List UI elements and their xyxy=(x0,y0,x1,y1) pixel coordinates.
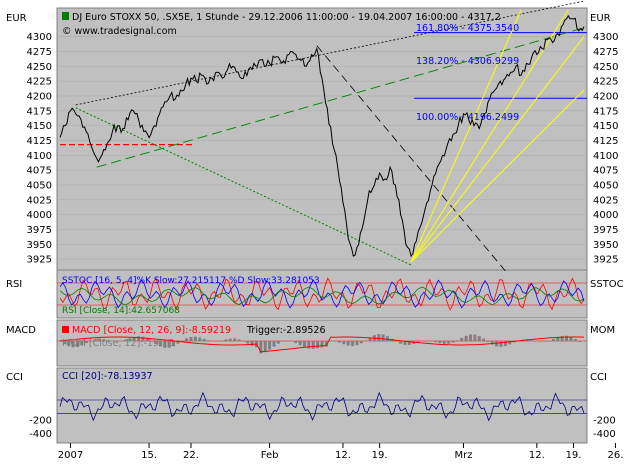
xtick-label: Mrz xyxy=(454,450,472,461)
macd-line xyxy=(59,336,585,353)
unit-right: EUR xyxy=(590,13,611,24)
ytick-right: 4000 xyxy=(593,210,618,221)
chart-title: DJ Euro STOXX 50, .SX5E, 1 Stunde - 29.1… xyxy=(72,12,501,23)
xtick-label: 12. xyxy=(335,450,351,461)
cci-ytick-right: -200 xyxy=(593,416,616,427)
ytick-left: 3925 xyxy=(27,255,52,266)
ytick-right: 4075 xyxy=(593,166,618,177)
sstoc-legend: SSTOC [16, 5, 4]%K Slow:27.215117 %D Slo… xyxy=(62,276,320,286)
ytick-left: 3975 xyxy=(27,225,52,236)
ytick-right: 4225 xyxy=(593,77,618,88)
ytick-left: 3950 xyxy=(27,240,52,251)
xtick-label: Feb xyxy=(261,450,279,461)
ytick-left: 4100 xyxy=(27,151,52,162)
macd-legend: MACD [Close, 12, 26, 9]:-8.59219 xyxy=(72,325,231,336)
legend-swatch-price xyxy=(62,12,69,20)
green-downtrend-line xyxy=(75,107,412,266)
source-label: © www.tradesignal.com xyxy=(62,26,177,37)
price-panel xyxy=(56,7,588,271)
sstoc-d-line xyxy=(59,279,585,309)
overlay-layer xyxy=(60,0,587,272)
xtick-label: 12. xyxy=(529,450,545,461)
fib-label-100: 100.00% - 4196.2499 xyxy=(416,112,519,123)
ytick-left: 4225 xyxy=(27,77,52,88)
mom-legend: MOM [Close, 12]:-19.25 xyxy=(62,338,174,349)
fib-label-161: 161.80% - 4375.3540 xyxy=(416,23,519,34)
ytick-right: 4275 xyxy=(593,47,618,58)
xtick-label: 19. xyxy=(566,450,582,461)
ytick-right: 4050 xyxy=(593,180,618,191)
ytick-right: 4300 xyxy=(593,32,618,43)
ytick-right: 3925 xyxy=(593,255,618,266)
ytick-right: 4200 xyxy=(593,92,618,103)
sstoc-k-line xyxy=(59,277,585,311)
ytick-right: 4100 xyxy=(593,151,618,162)
xtick-label: 26. xyxy=(607,450,623,461)
series-layer xyxy=(59,14,585,422)
ytick-left: 4300 xyxy=(27,32,52,43)
ytick-left: 4275 xyxy=(27,47,52,58)
ytick-right: 4125 xyxy=(593,136,618,147)
ytick-left: 4050 xyxy=(27,180,52,191)
ytick-right: 4150 xyxy=(593,121,618,132)
rsi-panel xyxy=(56,269,588,319)
ytick-left: 4250 xyxy=(27,62,52,73)
xtick-label: 15. xyxy=(141,450,157,461)
cci-ytick-right: -400 xyxy=(593,429,616,440)
ytick-right: 4250 xyxy=(593,62,618,73)
ytick-left: 4200 xyxy=(27,92,52,103)
trigger-legend: Trigger:-2.89526 xyxy=(246,325,326,336)
cci-ytick-left: -400 xyxy=(29,429,52,440)
ytick-right: 4175 xyxy=(593,106,618,117)
macd-legend-swatch xyxy=(62,326,69,333)
grid-layer xyxy=(57,36,587,414)
black-downtrend-line xyxy=(316,45,506,272)
fib-label-138: 138.20% - 4306.9299 xyxy=(416,56,519,67)
macd-left-label: MACD xyxy=(6,325,36,336)
ytick-left: 4150 xyxy=(27,121,52,132)
ytick-left: 4125 xyxy=(27,136,52,147)
black-channel-line xyxy=(75,0,585,106)
ytick-left: 4025 xyxy=(27,195,52,206)
yellow-fan-line xyxy=(410,36,585,263)
rsi-line xyxy=(59,286,585,306)
ytick-right: 3950 xyxy=(593,240,618,251)
xtick-label: 19. xyxy=(372,450,388,461)
ytick-right: 3975 xyxy=(593,225,618,236)
cci-right-label: CCI xyxy=(590,372,607,383)
rsi-right-label: SSTOC xyxy=(590,279,624,290)
yellow-fan-line xyxy=(410,9,569,263)
ytick-left: 4000 xyxy=(27,210,52,221)
unit-left: EUR xyxy=(6,13,27,24)
yellow-fan-line xyxy=(410,9,522,263)
rsi-left-label: RSI xyxy=(6,279,22,290)
rsi-legend: RSI [Close, 14]:42.657068 xyxy=(62,306,180,316)
cci-left-label: CCI xyxy=(6,372,23,383)
price-series-line xyxy=(59,14,585,258)
xtick-label: 2007 xyxy=(58,450,83,461)
axis-layer: 3925 3925 3950 3950 3975 3975 4000 4000 4025 4025… xyxy=(27,32,624,461)
xtick-label: 22. xyxy=(183,450,199,461)
ytick-right: 4025 xyxy=(593,195,618,206)
yellow-fan-line xyxy=(410,89,585,263)
cci-line xyxy=(59,391,585,422)
cci-ytick-left: -200 xyxy=(29,416,52,427)
cci-legend: CCI [20]:-78.13937 xyxy=(62,371,153,382)
ytick-left: 4075 xyxy=(27,166,52,177)
macd-right-label: MOM xyxy=(590,325,615,336)
ytick-left: 4175 xyxy=(27,106,52,117)
